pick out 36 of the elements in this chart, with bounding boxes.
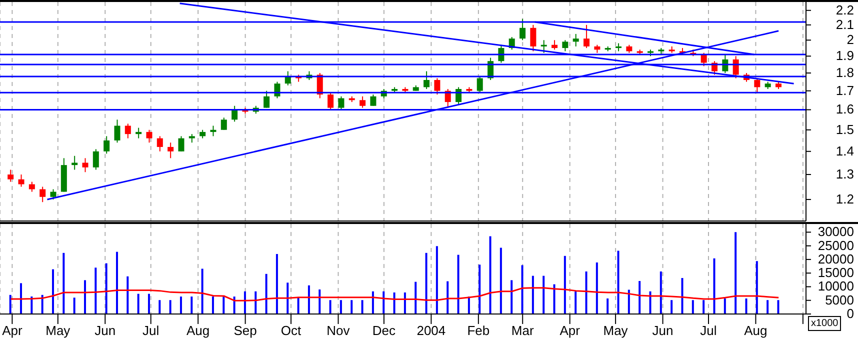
x-tick-label: May [603, 323, 628, 338]
y-tick-label: 2.2 [836, 2, 854, 18]
y-tick-label: 2 [846, 32, 854, 48]
y-tick-label: 5000 [825, 292, 854, 308]
y-tick-label: 1.3 [836, 166, 854, 182]
x-tick-label: Jul [142, 323, 160, 338]
y-tick-label: 1.2 [836, 191, 854, 206]
x-tick-label: Aug [186, 323, 210, 338]
x-tick-label: Dec [372, 323, 396, 338]
x-tick-label: Oct [280, 323, 302, 338]
x-tick-label: Jun [94, 323, 116, 338]
y-tick-label: 15000 [818, 265, 854, 280]
x-tick-label: Aug [744, 323, 768, 338]
x-tick-label: Jun [652, 323, 674, 338]
y-tick-label: 20000 [818, 251, 854, 266]
x-tick-label: May [46, 323, 71, 338]
y-tick-label: 2.1 [836, 16, 854, 32]
y-tick-label: 1.6 [836, 102, 854, 117]
x-tick-label: Sep [234, 323, 257, 338]
x-tick-label: 2004 [416, 323, 446, 338]
y-tick-label: 1.5 [836, 122, 854, 137]
y-tick-label: 0 [846, 306, 854, 321]
y-tick-label: 10000 [818, 278, 854, 294]
x-tick-label: Mar [511, 323, 534, 338]
text: x1000 [808, 316, 842, 331]
y-tick-label: 1.7 [836, 82, 854, 98]
y-tick-label: 30000 [818, 224, 854, 240]
y-tick-label: 1.4 [836, 143, 854, 158]
x-tick-label: Feb [467, 323, 490, 338]
y-tick-label: 25000 [818, 238, 854, 253]
x-tick-label: Nov [326, 323, 350, 338]
y-tick-label: 1.8 [836, 64, 854, 80]
x-tick-label: Jul [700, 323, 717, 338]
x-tick-label: Apr [2, 323, 23, 338]
y-tick-label: 1.9 [836, 48, 854, 64]
x-tick-label: Apr [560, 323, 581, 338]
